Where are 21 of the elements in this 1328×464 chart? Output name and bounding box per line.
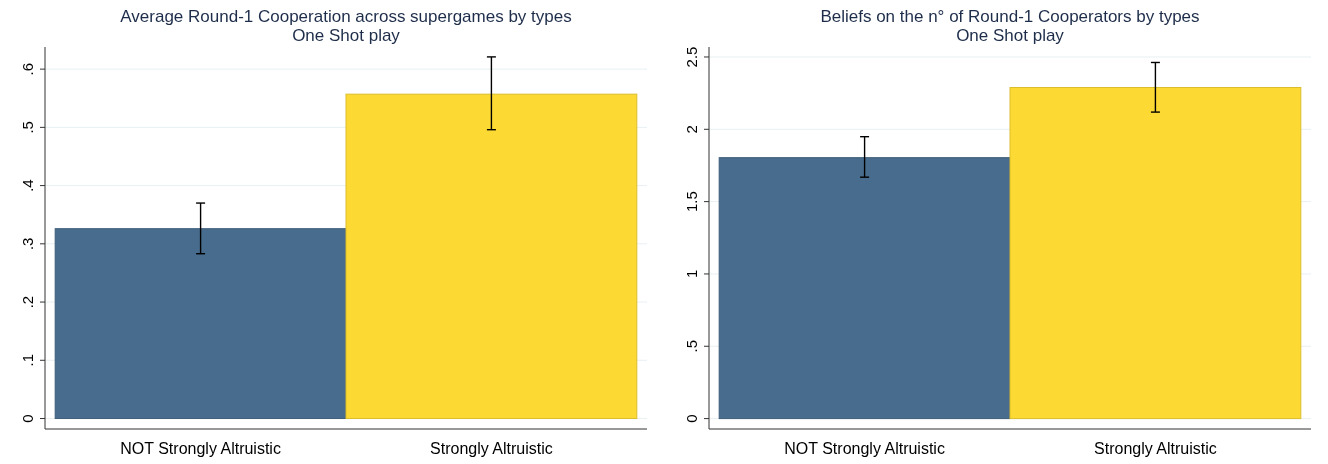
- y-tick-label: 1: [683, 269, 700, 279]
- y-tick-label: .5: [683, 340, 700, 353]
- y-tick-label: .3: [19, 237, 36, 251]
- x-tick-label: Strongly Altruistic: [1094, 440, 1217, 457]
- y-tick-label: 2: [683, 125, 700, 134]
- y-tick-label: .6: [19, 62, 36, 76]
- x-tick-label: NOT Strongly Altruistic: [120, 440, 281, 457]
- x-tick-label: Strongly Altruistic: [430, 440, 553, 457]
- y-tick-label: 0: [19, 414, 36, 423]
- chart-subtitle: One Shot play: [292, 26, 401, 45]
- y-tick-label: .2: [19, 295, 36, 309]
- chart-subtitle: One Shot play: [956, 26, 1065, 45]
- y-tick-label: .5: [19, 121, 36, 134]
- y-tick-label: .4: [19, 179, 36, 192]
- chart-title: Beliefs on the n° of Round-1 Cooperators by types: [820, 7, 1200, 26]
- chart-title: Average Round-1 Cooperation across supergames by types: [120, 7, 572, 26]
- x-tick-label: NOT Strongly Altruistic: [784, 440, 945, 457]
- y-tick-label: .1: [19, 354, 36, 367]
- y-tick-label: 2.5: [683, 46, 700, 68]
- y-tick-label: 0: [683, 414, 700, 423]
- y-tick-label: 1.5: [683, 191, 700, 213]
